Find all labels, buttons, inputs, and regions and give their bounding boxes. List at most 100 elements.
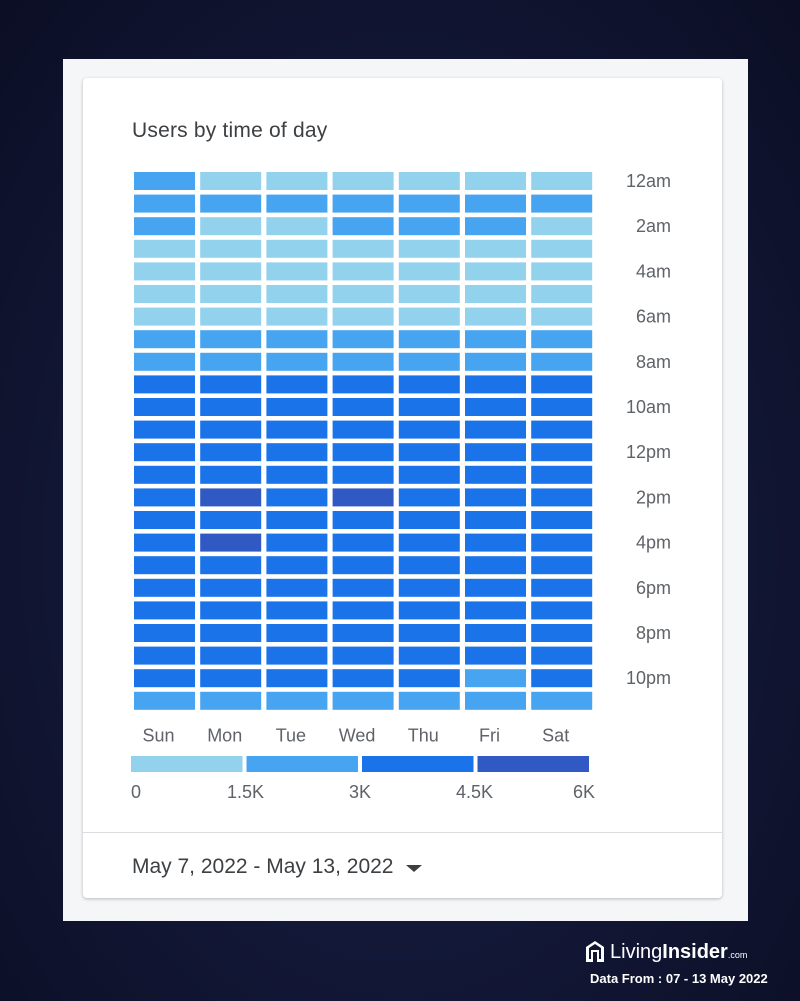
heatmap-cell-5pm-Fri [465, 556, 526, 575]
heatmap-cell-2am-Sun [134, 217, 195, 236]
heatmap-cell-9pm-Tue [266, 646, 328, 665]
heatmap-cell-4pm-Thu [398, 533, 460, 552]
x-tick-label-Tue: Tue [276, 725, 306, 745]
heatmap-cell-10pm-Tue [266, 669, 328, 688]
source-note: Data From : 07 - 13 May 2022 [590, 971, 768, 986]
heatmap-cell-10pm-Fri [465, 669, 526, 688]
heatmap-cell-3am-Mon [200, 239, 262, 258]
heatmap-cell-7am-Mon [200, 330, 262, 349]
heatmap-cell-5am-Wed [332, 285, 394, 303]
heatmap-cell-11am-Mon [200, 420, 262, 439]
heatmap-cell-6pm-Wed [332, 578, 394, 597]
heatmap-cell-4pm-Tue [266, 533, 328, 552]
heatmap-cell-9pm-Fri [465, 646, 526, 665]
heatmap-cell-3am-Fri [465, 239, 526, 258]
heatmap-cell-4pm-Sun [134, 533, 195, 552]
heatmap-cell-8pm-Thu [398, 624, 460, 642]
heatmap-cell-12pm-Sat [531, 443, 593, 462]
heatmap-cell-11pm-Thu [398, 691, 460, 710]
heatmap-cell-8am-Fri [465, 352, 526, 371]
heatmap-cell-5pm-Thu [398, 556, 460, 575]
heatmap-cell-7am-Sat [531, 330, 593, 349]
heatmap-cell-12pm-Sun [134, 443, 195, 462]
x-tick-label-Sat: Sat [542, 725, 569, 745]
y-tick-label-8pm: 8pm [636, 623, 671, 643]
heatmap-cell-11am-Sun [134, 420, 195, 439]
heatmap-cell-10am-Mon [200, 398, 262, 416]
heatmap-cell-8pm-Wed [332, 624, 394, 642]
heatmap-cell-10pm-Mon [200, 669, 262, 688]
heatmap-cell-6pm-Sat [531, 578, 593, 597]
heatmap-cell-3pm-Sun [134, 511, 195, 529]
heatmap-cell-12am-Wed [332, 172, 394, 190]
brand-logo: LivingInsider.com [585, 937, 747, 967]
heatmap-cell-4am-Mon [200, 262, 262, 281]
heatmap-cell-1pm-Fri [465, 465, 526, 484]
y-tick-label-4am: 4am [636, 261, 671, 281]
y-tick-label-2pm: 2pm [636, 487, 671, 507]
legend-swatch-2 [246, 756, 358, 772]
heatmap-cell-5am-Fri [465, 285, 526, 303]
heatmap-cell-8pm-Mon [200, 624, 262, 642]
heatmap-cell-11pm-Tue [266, 691, 328, 710]
heatmap-cell-1am-Fri [465, 194, 526, 213]
legend-tick-1: 0 [131, 782, 141, 802]
heatmap-cell-4am-Tue [266, 262, 328, 281]
heatmap-cell-11am-Fri [465, 420, 526, 439]
heatmap-cell-8am-Thu [398, 352, 460, 371]
heatmap-cell-9am-Sat [531, 375, 593, 394]
heatmap-cell-2pm-Wed [332, 488, 394, 507]
heatmap-cell-1pm-Mon [200, 465, 262, 484]
heatmap-cell-2pm-Tue [266, 488, 328, 507]
heatmap-cell-7pm-Mon [200, 601, 262, 620]
house-logo-icon [586, 941, 604, 962]
heatmap-cell-12am-Sat [531, 172, 593, 190]
y-tick-label-10pm: 10pm [626, 668, 671, 688]
heatmap-cell-1am-Thu [398, 194, 460, 213]
heatmap-cell-12am-Fri [465, 172, 526, 190]
heatmap-cell-7am-Thu [398, 330, 460, 349]
heatmap-cell-1am-Tue [266, 194, 328, 213]
heatmap-cell-2am-Mon [200, 217, 262, 236]
heatmap-chart: 12am 2am 4am 6am 8am 10am 12pm 2pm 4pm 6pm 8pm 10pm… [131, 171, 671, 802]
heatmap-cell-6am-Sun [134, 307, 195, 326]
heatmap-cell-3am-Tue [266, 239, 328, 258]
heatmap-cell-9am-Wed [332, 375, 394, 394]
heatmap-cell-4am-Thu [398, 262, 460, 281]
heatmap-cell-6am-Wed [332, 307, 394, 326]
heatmap-cell-1pm-Thu [398, 465, 460, 484]
heatmap-cell-11pm-Sun [134, 691, 195, 710]
x-tick-label-Wed: Wed [339, 725, 376, 745]
report-panel: Users by time of day 12am 2am 4am 6am 8am 10a… [63, 59, 748, 921]
heatmap-cell-4pm-Fri [465, 533, 526, 552]
heatmap-cell-7am-Fri [465, 330, 526, 349]
heatmap-cell-3pm-Sat [531, 511, 593, 529]
heatmap-cell-2pm-Sun [134, 488, 195, 507]
date-range-label: May 7, 2022 - May 13, 2022 [132, 855, 394, 878]
heatmap-cell-10am-Sat [531, 398, 593, 416]
heatmap-cell-7pm-Fri [465, 601, 526, 620]
heatmap-cell-1pm-Sat [531, 465, 593, 484]
date-range-selector[interactable]: May 7, 2022 - May 13, 2022 [132, 852, 422, 882]
heatmap-cell-6am-Sat [531, 307, 593, 326]
y-tick-label-10am: 10am [626, 397, 671, 417]
heatmap-cell-12pm-Tue [266, 443, 328, 462]
heatmap-cell-3pm-Fri [465, 511, 526, 529]
heatmap-cell-4pm-Mon [200, 533, 262, 552]
heatmap-cell-10am-Fri [465, 398, 526, 416]
heatmap-cell-5am-Sun [134, 285, 195, 303]
x-tick-label-Sun: Sun [142, 725, 174, 745]
heatmap-cell-8pm-Sat [531, 624, 593, 642]
users-by-time-card: Users by time of day 12am 2am 4am 6am 8am 10a… [83, 78, 722, 898]
legend-swatch-4 [477, 756, 589, 772]
heatmap-cell-8am-Wed [332, 352, 394, 371]
heatmap-cell-1am-Sun [134, 194, 195, 213]
heatmap-cell-6pm-Fri [465, 578, 526, 597]
heatmap-cell-2am-Wed [332, 217, 394, 236]
y-tick-label-12am: 12am [626, 171, 671, 191]
heatmap-cell-8pm-Sun [134, 624, 195, 642]
heatmap-cell-5pm-Sun [134, 556, 195, 575]
heatmap-cell-12pm-Thu [398, 443, 460, 462]
heatmap-cell-7pm-Thu [398, 601, 460, 620]
heatmap-cell-3pm-Tue [266, 511, 328, 529]
